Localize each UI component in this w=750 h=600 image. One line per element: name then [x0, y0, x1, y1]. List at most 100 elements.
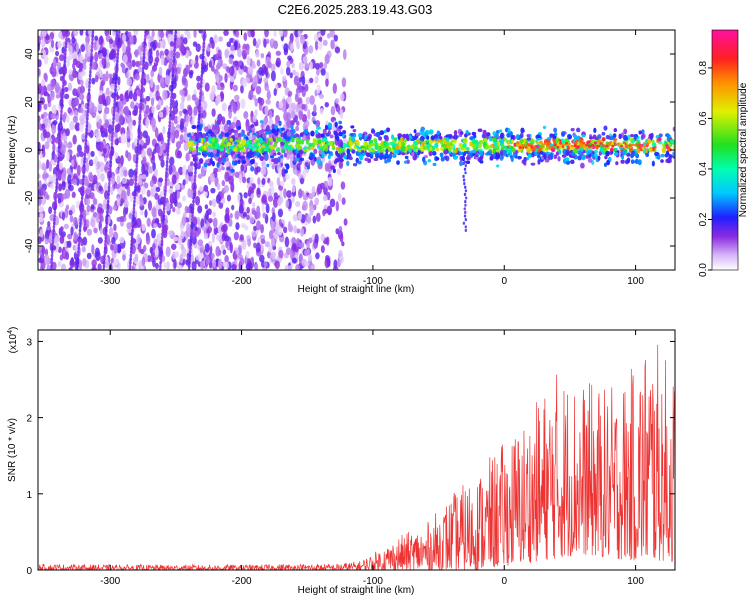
heatmap-cell — [268, 245, 273, 253]
heatmap-cell — [57, 145, 61, 150]
heatmap-cell — [142, 59, 145, 64]
heatmap-cell — [111, 124, 115, 128]
heatmap-cell — [82, 58, 87, 65]
heatmap-cell — [50, 183, 54, 190]
heatmap-cell — [152, 242, 156, 251]
heatmap-cell — [291, 257, 297, 264]
heatmap-cell — [111, 134, 114, 139]
heatmap-cell — [105, 108, 110, 115]
heatmap-cell — [228, 108, 232, 119]
heatmap-cell — [181, 93, 185, 103]
heatmap-cell — [274, 115, 281, 124]
heatmap-cell — [171, 73, 175, 78]
heatmap-cell — [320, 233, 325, 242]
heatmap-cell — [63, 241, 68, 248]
heatmap-cell — [71, 159, 75, 168]
heatmap-cell — [172, 66, 175, 71]
heatmap-cell — [530, 162, 536, 166]
heatmap-cell — [146, 73, 150, 84]
heatmap-cell — [67, 82, 73, 91]
heatmap-cell — [38, 121, 42, 130]
heatmap-cell — [313, 104, 317, 114]
heatmap-cell — [296, 228, 301, 234]
heatmap-cell — [145, 95, 151, 102]
heatmap-cell — [60, 226, 64, 232]
heatmap-cell — [167, 138, 170, 143]
heatmap-cell — [121, 190, 127, 200]
heatmap-cell — [120, 155, 124, 166]
heatmap-cell — [234, 132, 239, 139]
heatmap-cell — [162, 206, 166, 211]
heatmap-cell — [278, 250, 284, 259]
heatmap-cell — [46, 137, 53, 143]
heatmap-cell — [126, 185, 131, 197]
heatmap-cell — [304, 161, 309, 168]
heatmap-cell — [301, 103, 306, 110]
heatmap-cell — [527, 153, 533, 159]
heatmap-cell — [255, 242, 261, 253]
heatmap-cell — [665, 133, 670, 138]
heatmap-cell — [65, 30, 69, 35]
heatmap-cell — [578, 139, 583, 144]
heatmap-cell — [218, 134, 223, 140]
heatmap-cell — [234, 171, 240, 179]
heatmap-cell — [88, 80, 91, 85]
heatmap-cell — [496, 164, 500, 168]
heatmap-cell — [69, 121, 75, 131]
heatmap-cell — [149, 179, 154, 188]
heatmap-cell — [295, 125, 300, 132]
heatmap-cell — [68, 69, 73, 75]
heatmap-cell — [280, 148, 285, 154]
heatmap-cell — [472, 149, 476, 154]
heatmap-cell — [260, 166, 267, 176]
heatmap-cell — [203, 34, 206, 38]
heatmap-cell — [38, 160, 42, 170]
heatmap-cell — [298, 76, 303, 83]
heatmap-cell — [261, 203, 265, 213]
heatmap-cell — [224, 152, 228, 157]
heatmap-cell — [141, 174, 147, 180]
heatmap-cell — [286, 131, 292, 138]
heatmap-cell — [406, 159, 410, 165]
heatmap-cell — [145, 104, 150, 115]
heatmap-cell — [43, 91, 49, 97]
heatmap-cell — [61, 91, 65, 96]
heatmap-cell — [96, 170, 101, 180]
heatmap-cell — [230, 44, 235, 51]
heatmap-cell — [601, 137, 606, 142]
heatmap-cell — [38, 236, 42, 245]
heatmap-cell — [291, 178, 296, 186]
heatmap-cell — [80, 196, 84, 200]
heatmap-cell — [131, 265, 135, 270]
heatmap-cell — [278, 120, 282, 127]
heatmap-cell — [196, 75, 202, 82]
heatmap-cell — [270, 186, 275, 195]
heatmap-cell — [107, 196, 110, 200]
heatmap-cell — [111, 127, 115, 132]
heatmap-cell — [44, 238, 49, 245]
heatmap-cell — [239, 234, 244, 241]
heatmap-cell — [75, 42, 80, 53]
heatmap-cell — [154, 56, 160, 64]
heatmap-cell — [254, 162, 258, 168]
heatmap-cell — [86, 113, 89, 118]
heatmap-cell — [76, 164, 81, 176]
heatmap-cell — [201, 109, 207, 118]
heatmap-cell — [58, 183, 63, 192]
heatmap-cell — [186, 222, 191, 234]
heatmap-cell — [57, 41, 62, 49]
heatmap-cell — [54, 199, 57, 204]
heatmap-cell — [73, 30, 79, 37]
heatmap-cell — [526, 134, 531, 138]
heatmap-cell — [182, 195, 187, 202]
heatmap-cell — [188, 71, 193, 79]
heatmap-cell — [251, 127, 256, 132]
heatmap-cell — [319, 61, 324, 69]
heatmap-cell — [89, 59, 93, 64]
heatmap-cell — [64, 41, 68, 46]
heatmap-cell — [251, 60, 256, 69]
heatmap-cell — [114, 80, 118, 85]
heatmap-cell — [122, 54, 128, 64]
heatmap-cell — [63, 62, 66, 67]
